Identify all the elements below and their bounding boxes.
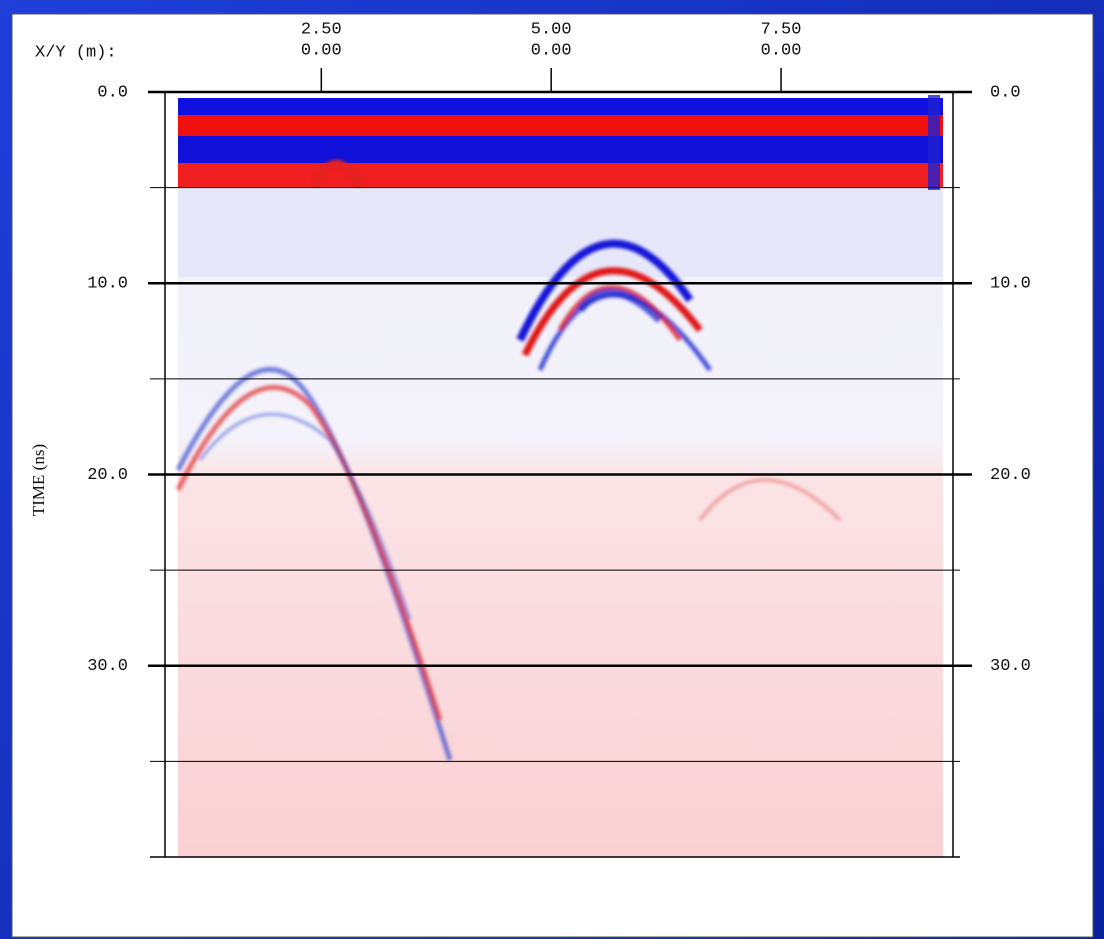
x-tick-label: 7.50 <box>761 20 802 39</box>
y-tick-label-right: 20.0 <box>990 466 1031 485</box>
y-tick-label: 30.0 <box>87 657 128 676</box>
x-tick-y-label: 0.00 <box>761 41 802 60</box>
x-tick-y-label: 0.00 <box>531 41 572 60</box>
y-tick-label-right: 0.0 <box>990 83 1021 102</box>
y-tick-label: 0.0 <box>97 83 128 102</box>
x-axis-label: X/Y (m): <box>35 43 117 62</box>
x-tick-label: 2.50 <box>301 20 342 39</box>
y-tick-label: 20.0 <box>87 466 128 485</box>
y-tick-label-right: 30.0 <box>990 657 1031 676</box>
x-tick-label: 5.00 <box>531 20 572 39</box>
y-tick-label: 10.0 <box>87 275 128 294</box>
y-tick-label-right: 10.0 <box>990 275 1031 294</box>
x-tick-y-label: 0.00 <box>301 41 342 60</box>
radargram-image <box>175 95 943 857</box>
y-axis-label: TIME (ns) <box>29 444 48 516</box>
